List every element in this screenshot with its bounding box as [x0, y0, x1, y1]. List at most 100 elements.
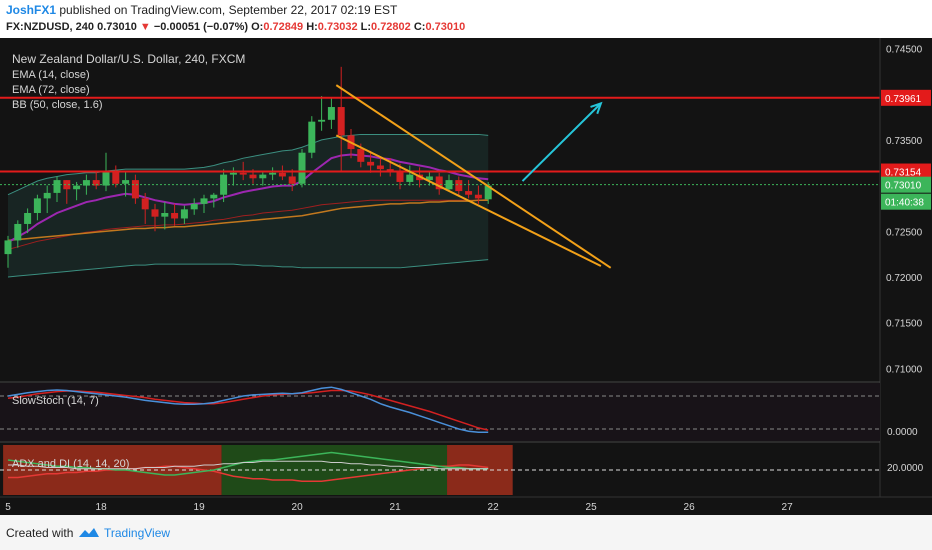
candle-body[interactable]: [455, 180, 463, 192]
price-axis-tick: 0.72000: [886, 273, 923, 284]
stoch-pane: [0, 383, 880, 441]
candle-body[interactable]: [465, 191, 473, 195]
time-axis-tick: 20: [292, 502, 304, 513]
candle-body[interactable]: [112, 170, 120, 184]
candle-body[interactable]: [308, 121, 316, 153]
time-axis-tick: 5: [5, 502, 11, 513]
price-tag-bg: [881, 89, 931, 106]
candle-body[interactable]: [33, 198, 41, 213]
candle-body[interactable]: [190, 203, 198, 210]
time-axis-tick: 19: [194, 502, 206, 513]
bb-band-fill: [8, 134, 489, 277]
price-axis-tick: 0.73500: [886, 136, 923, 147]
open-label: O:: [251, 21, 264, 33]
time-axis-tick: 26: [684, 502, 696, 513]
candle-body[interactable]: [24, 213, 32, 224]
candle-body[interactable]: [239, 172, 247, 175]
candle-body[interactable]: [161, 213, 169, 217]
candle-body[interactable]: [63, 180, 71, 190]
open-value: 0.72849: [263, 21, 304, 33]
candle-body[interactable]: [82, 180, 90, 186]
candle-body[interactable]: [406, 174, 414, 182]
candle-body[interactable]: [200, 198, 208, 204]
low-value: 0.72802: [371, 21, 411, 33]
bb-lower-line: [7, 259, 489, 278]
candle-body[interactable]: [122, 180, 130, 184]
candle-body[interactable]: [386, 169, 394, 171]
bullish-arrow-line[interactable]: [521, 102, 602, 182]
candle-body[interactable]: [102, 170, 110, 186]
adx-plus-di-line: [7, 451, 489, 476]
candle-body[interactable]: [435, 176, 443, 190]
time-axis: [0, 497, 932, 515]
ema72-line: [7, 199, 489, 242]
low-label: L:: [360, 21, 372, 33]
candle-body[interactable]: [249, 174, 257, 179]
legend-title: New Zealand Dollar/U.S. Dollar, 240, FXC…: [12, 52, 245, 66]
candle-body[interactable]: [131, 180, 139, 199]
candle-body[interactable]: [318, 119, 326, 122]
candle-body[interactable]: [298, 152, 306, 184]
bb-basis-line: [7, 198, 489, 251]
time-axis-tick: 27: [782, 502, 794, 513]
ema14-line: [7, 153, 489, 244]
candle-body[interactable]: [73, 185, 81, 190]
publish-line: JoshFX1 published on TradingView.com, Se…: [6, 3, 397, 17]
legend-bb: BB (50, close, 1.6): [12, 99, 103, 111]
candle-body[interactable]: [357, 149, 365, 162]
wedge-upper-trendline[interactable]: [335, 84, 612, 269]
price-axis-tick: 0.74500: [886, 45, 923, 56]
symbol: FX:NZDUSD, 240: [6, 21, 95, 33]
adx-label: ADX and DI (14, 14, 20): [12, 458, 129, 470]
bullish-arrow-head-icon: [590, 101, 603, 115]
price-axis-tick: 0.71500: [886, 319, 923, 330]
candle-body[interactable]: [180, 209, 188, 219]
candle-body[interactable]: [229, 172, 237, 175]
chart-svg[interactable]: 0.745000.740000.735000.730000.725000.720…: [0, 38, 932, 515]
price-axis-tick: 0.72500: [886, 227, 923, 238]
candle-body[interactable]: [425, 176, 433, 181]
price-axis: [880, 38, 932, 515]
candle-body[interactable]: [53, 180, 61, 193]
candle-body[interactable]: [269, 172, 277, 175]
candle-body[interactable]: [141, 198, 149, 210]
chart-area[interactable]: 0.745000.740000.735000.730000.725000.720…: [0, 38, 932, 515]
chart-background: [0, 38, 932, 515]
countdown-bg: [881, 193, 931, 210]
candle-body[interactable]: [484, 185, 492, 200]
candle-body[interactable]: [278, 172, 286, 177]
candle-body[interactable]: [327, 107, 335, 120]
price-change: −0.00051 (−0.07%): [153, 21, 249, 33]
current-price-label: 0.73010: [885, 181, 922, 192]
stoch-label: SlowStoch (14, 7): [12, 395, 99, 407]
candle-body[interactable]: [337, 107, 345, 136]
tradingview-link[interactable]: TradingView: [104, 526, 171, 540]
candle-body[interactable]: [210, 194, 218, 199]
footer: Created with TradingView: [0, 515, 932, 550]
candle-body[interactable]: [367, 161, 375, 166]
candle-body[interactable]: [4, 240, 12, 255]
candle-body[interactable]: [376, 165, 384, 170]
close-value: 0.73010: [425, 21, 466, 33]
close-label: C:: [413, 21, 426, 33]
candle-body[interactable]: [396, 170, 404, 182]
candle-body[interactable]: [151, 209, 159, 217]
published-text: published on TradingView.com, September …: [59, 3, 398, 17]
candle-body[interactable]: [259, 174, 267, 179]
candle-body[interactable]: [288, 176, 296, 184]
candle-body[interactable]: [14, 223, 22, 241]
time-axis-tick: 18: [96, 502, 108, 513]
high-value: 0.73032: [317, 21, 358, 33]
candle-body[interactable]: [92, 180, 100, 186]
author-link[interactable]: JoshFX1: [6, 3, 57, 17]
candle-body[interactable]: [220, 174, 228, 195]
candle-body[interactable]: [474, 194, 482, 199]
wedge-lower-trendline[interactable]: [335, 134, 602, 267]
current-price-tag-bg: [881, 176, 931, 193]
legend-ema14: EMA (14, close): [12, 69, 90, 81]
legend-ema72: EMA (72, close): [12, 84, 90, 96]
stoch-k-line: [7, 386, 489, 434]
candle-body[interactable]: [171, 213, 179, 219]
price-axis-tick: 0.71000: [886, 364, 923, 375]
candle-body[interactable]: [43, 192, 51, 199]
